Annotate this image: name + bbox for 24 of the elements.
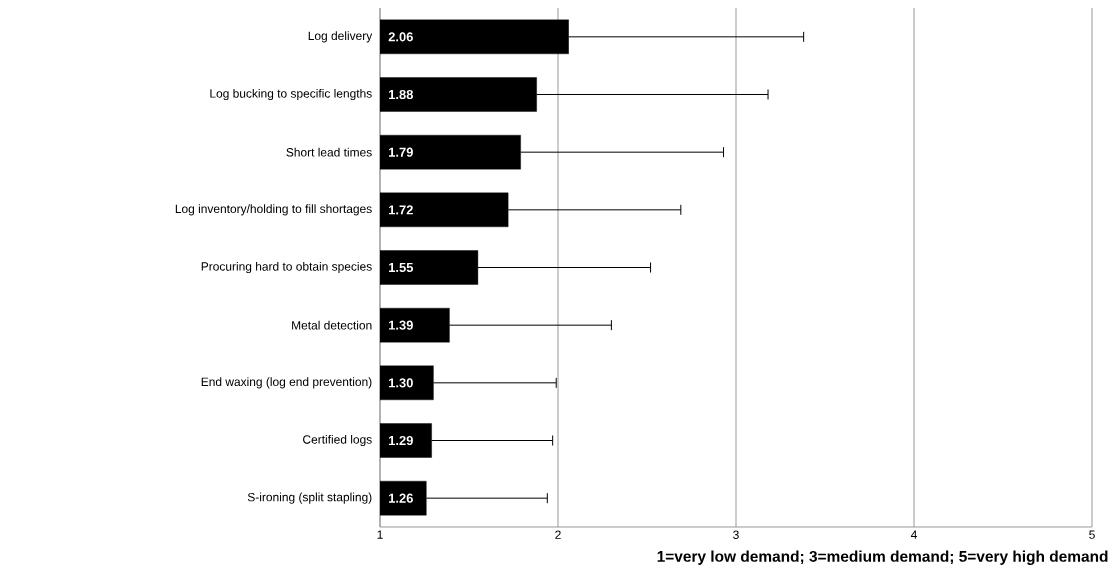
- data-label: 2.06: [388, 32, 413, 42]
- data-label: 1.29: [389, 435, 413, 445]
- data-label: 1.39: [389, 320, 413, 330]
- x-tick-label: 4: [910, 530, 917, 539]
- y-tick-label: Metal detection: [292, 320, 372, 330]
- x-tick-label: 3: [733, 530, 739, 539]
- y-tick-label: Log inventory/holding to fill shortages: [175, 204, 372, 216]
- x-tick-label: 2: [555, 530, 561, 539]
- data-label: 1.79: [389, 147, 413, 157]
- data-label: 1.55: [389, 262, 414, 272]
- y-tick-label: Certified logs: [303, 434, 372, 446]
- data-label: 1.26: [389, 493, 413, 503]
- y-tick-label: Procuring hard to obtain species: [201, 261, 372, 273]
- y-tick-label: Short lead times: [286, 147, 372, 157]
- data-label: 1.72: [389, 205, 413, 215]
- data-label: 1.30: [389, 378, 413, 388]
- y-tick-label: End waxing (log end prevention): [201, 377, 372, 389]
- y-tick-label: Log bucking to specific lengths: [210, 88, 372, 100]
- x-axis-title: 1=very low demand; 3=medium demand; 5=very high demand: [657, 550, 1108, 565]
- y-tick-label: Log delivery: [308, 31, 373, 43]
- x-tick-label: 1: [377, 530, 383, 539]
- x-tick-label: 5: [1089, 530, 1095, 539]
- data-label: 1.88: [389, 89, 414, 99]
- y-tick-label: S-ironing (split stapling): [247, 492, 372, 504]
